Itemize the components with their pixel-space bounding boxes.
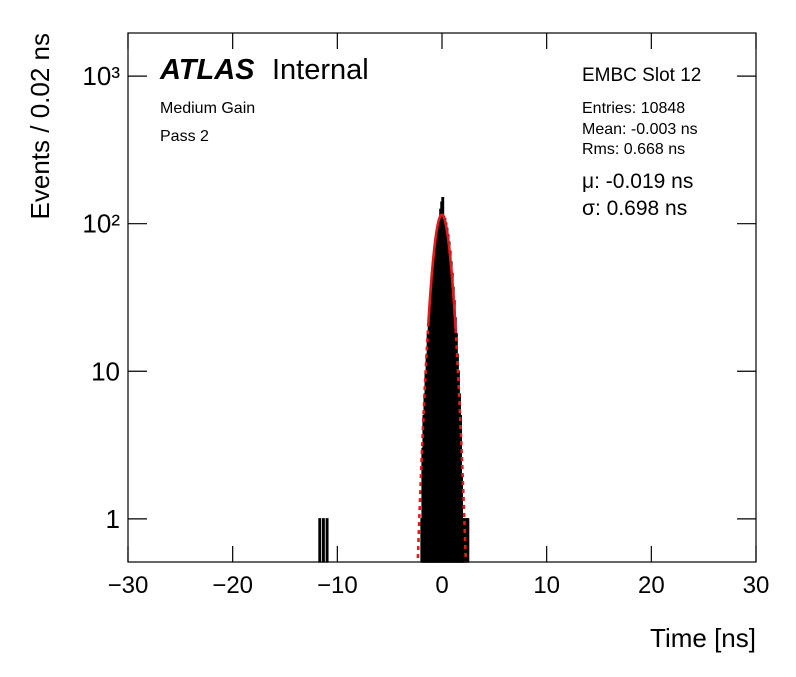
status-label: Internal	[272, 54, 369, 86]
atlas-label: ATLAS	[159, 54, 255, 86]
x-tick-label: 10	[533, 572, 560, 599]
x-tick-label: 0	[435, 572, 448, 599]
x-tick-label: −20	[212, 572, 253, 599]
rms-label: Rms: 0.668 ns	[582, 141, 685, 158]
gain-label: Medium Gain	[160, 100, 255, 117]
y-axis-label: Events / 0.02 ns	[25, 33, 55, 219]
pass-label: Pass 2	[160, 128, 209, 145]
mean-label: Mean: -0.003 ns	[582, 121, 698, 138]
fit-mu-label: μ: -0.019 ns	[582, 170, 693, 193]
y-tick-label: 10²	[82, 209, 120, 239]
fit-sigma-label: σ: 0.698 ns	[582, 197, 687, 220]
y-tick-label: 10³	[82, 61, 120, 91]
x-axis-label: Time [ns]	[650, 623, 756, 653]
histogram-bar	[325, 518, 329, 563]
y-tick-label: 10	[91, 356, 120, 386]
x-tick-label: 20	[638, 572, 665, 599]
x-tick-label: 30	[743, 572, 770, 599]
entries-label: Entries: 10848	[582, 100, 685, 117]
histogram-bar	[466, 518, 470, 563]
fit-curve	[427, 213, 457, 330]
histogram-bar	[321, 518, 325, 563]
histogram-bar	[318, 518, 322, 563]
x-tick-label: −10	[317, 572, 358, 599]
y-tick-label: 1	[106, 504, 120, 534]
x-tick-label: −30	[108, 572, 149, 599]
slot-label: EMBC Slot 12	[582, 65, 701, 86]
fit-curve-tail	[454, 329, 468, 562]
fit-curve-tail	[416, 322, 430, 559]
